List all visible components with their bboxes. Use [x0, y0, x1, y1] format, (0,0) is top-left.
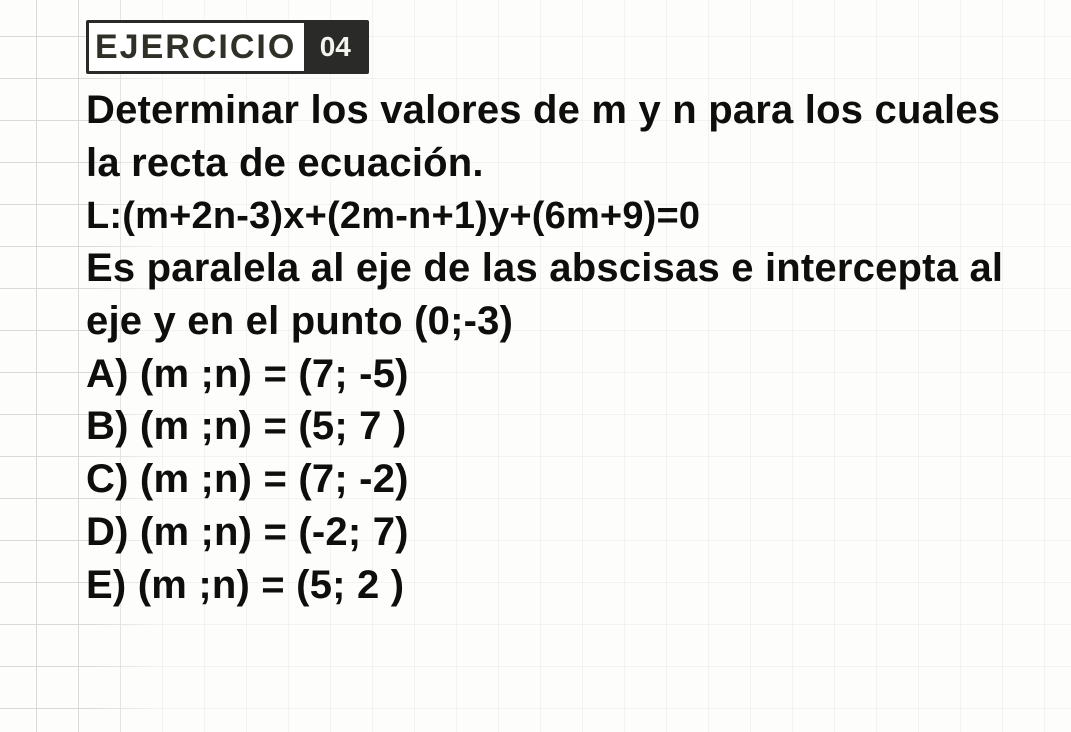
choice-c: C) (m ;n) = (7; -2) [86, 453, 1066, 506]
condition-line-1: Es paralela al eje de las abscisas e int… [86, 242, 1066, 295]
prompt-line-1: Determinar los valores de m y n para los… [86, 84, 1066, 137]
prompt-text: Determinar los valores de m y n para los… [86, 84, 1066, 190]
choice-d: D) (m ;n) = (-2; 7) [86, 506, 1066, 559]
exercise-block: EJERCICIO 04 Determinar los valores de m… [86, 20, 1066, 612]
choice-e: E) (m ;n) = (5; 2 ) [86, 559, 1066, 612]
answer-choices: A) (m ;n) = (7; -5) B) (m ;n) = (5; 7 ) … [86, 348, 1066, 612]
exercise-label: EJERCICIO [89, 30, 304, 64]
exercise-number: 04 [304, 23, 366, 71]
choice-a: A) (m ;n) = (7; -5) [86, 348, 1066, 401]
choice-b: B) (m ;n) = (5; 7 ) [86, 400, 1066, 453]
condition-text: Es paralela al eje de las abscisas e int… [86, 242, 1066, 348]
condition-line-2: eje y en el punto (0;-3) [86, 295, 1066, 348]
exercise-header: EJERCICIO 04 [86, 20, 369, 74]
prompt-line-2: la recta de ecuación. [86, 137, 1066, 190]
equation-line: L:(m+2n-3)x+(2m-n+1)y+(6m+9)=0 [86, 190, 1066, 242]
